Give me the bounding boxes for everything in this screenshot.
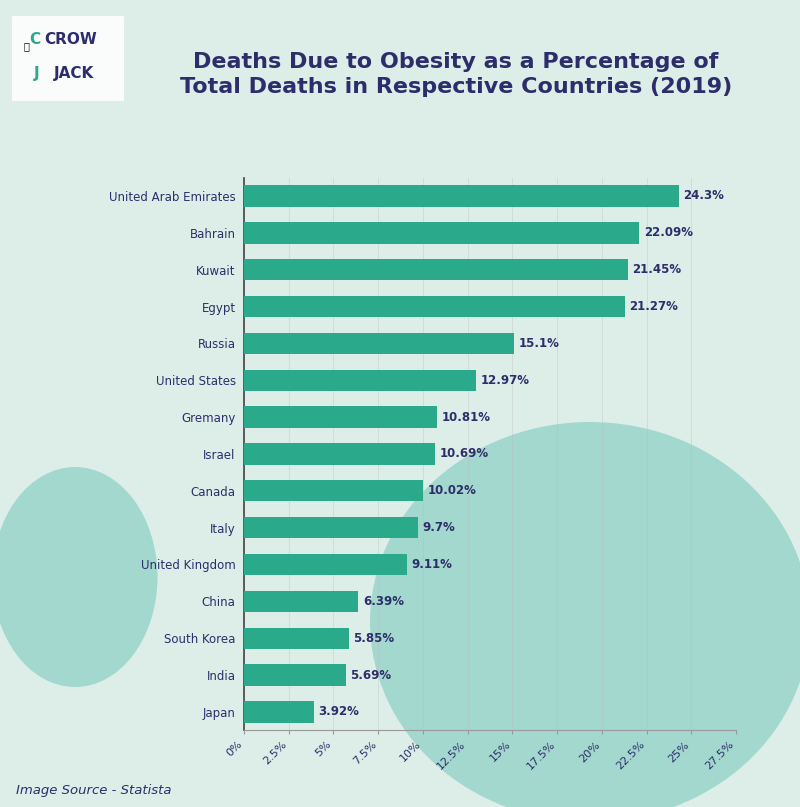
- Bar: [244, 332, 514, 354]
- Text: 22.09%: 22.09%: [644, 226, 693, 240]
- Text: 5.69%: 5.69%: [350, 668, 391, 682]
- Bar: [244, 480, 423, 501]
- Text: J: J: [34, 66, 39, 82]
- Text: Deaths Due to Obesity as a Percentage of
Total Deaths in Respective Countries (2: Deaths Due to Obesity as a Percentage of…: [180, 52, 732, 98]
- Text: 21.27%: 21.27%: [629, 300, 678, 313]
- Text: 21.45%: 21.45%: [632, 263, 682, 276]
- Bar: [244, 222, 639, 244]
- Text: JACK: JACK: [54, 66, 94, 82]
- Ellipse shape: [0, 467, 158, 687]
- Bar: [244, 701, 314, 722]
- Bar: [244, 517, 418, 538]
- Bar: [244, 628, 349, 649]
- Text: C: C: [29, 32, 40, 48]
- Text: 10.81%: 10.81%: [442, 411, 491, 424]
- Text: 9.7%: 9.7%: [422, 521, 454, 534]
- Text: 5.85%: 5.85%: [353, 632, 394, 645]
- Text: 9.11%: 9.11%: [411, 558, 452, 571]
- Ellipse shape: [370, 422, 800, 807]
- Bar: [244, 186, 678, 207]
- Text: 6.39%: 6.39%: [362, 595, 404, 608]
- FancyBboxPatch shape: [11, 15, 125, 102]
- Bar: [244, 370, 476, 391]
- Text: CROW: CROW: [44, 32, 97, 48]
- Bar: [244, 259, 628, 280]
- Text: 10.69%: 10.69%: [440, 447, 489, 461]
- Text: 3.92%: 3.92%: [318, 705, 359, 718]
- Text: Image Source - Statista: Image Source - Statista: [16, 784, 171, 797]
- Text: 24.3%: 24.3%: [683, 190, 724, 203]
- Text: 🐦: 🐦: [24, 41, 30, 51]
- Bar: [244, 664, 346, 686]
- Text: 10.02%: 10.02%: [428, 484, 477, 497]
- Text: 15.1%: 15.1%: [518, 337, 559, 350]
- Bar: [244, 296, 625, 317]
- Bar: [244, 407, 438, 428]
- Text: 12.97%: 12.97%: [481, 374, 530, 387]
- Bar: [244, 554, 407, 575]
- Bar: [244, 443, 435, 465]
- Bar: [244, 591, 358, 612]
